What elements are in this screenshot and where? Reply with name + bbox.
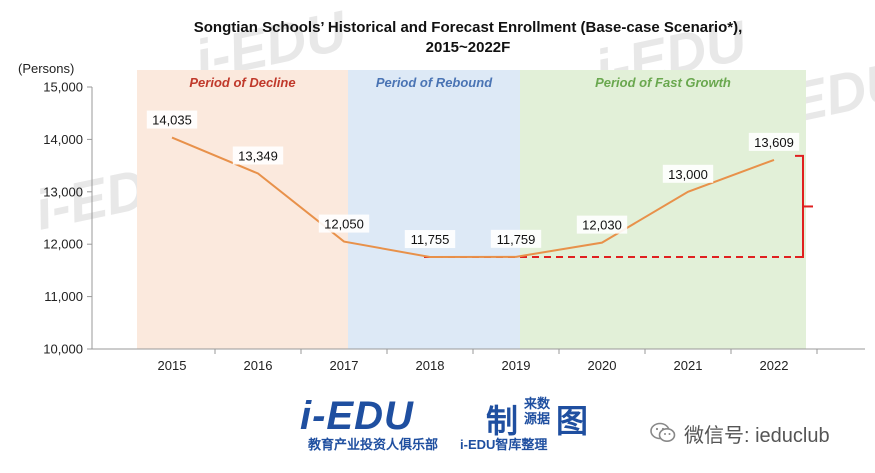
x-tick-label: 2018 <box>416 358 445 373</box>
data-labels: 14,035 13,349 12,050 11,755 11,759 12,030 13,0… <box>146 110 800 249</box>
wechat-label: 微信号: ieduclub <box>684 424 830 447</box>
data-label: 13,609 <box>754 135 794 150</box>
data-label: 14,035 <box>152 113 192 128</box>
data-label-bg <box>748 132 800 151</box>
x-ticks: 2015 2016 2017 2018 2019 2020 2021 2022 <box>158 349 818 373</box>
logo-sub2-text: i-EDU智库整理 <box>460 437 548 452</box>
x-tick-label: 2016 <box>244 358 273 373</box>
y-tick-label: 11,000 <box>44 289 83 304</box>
y-tick-label: 15,000 <box>43 80 83 95</box>
x-tick-label: 2019 <box>502 358 531 373</box>
x-tick-label: 2020 <box>588 358 617 373</box>
y-axis-label: (Persons) <box>18 61 74 76</box>
data-label: 12,030 <box>582 218 622 233</box>
data-label: 11,755 <box>411 232 450 247</box>
logo-source-text: 来数 源据 <box>524 396 551 426</box>
x-tick-label: 2017 <box>330 358 359 373</box>
data-label: 12,050 <box>324 217 364 232</box>
data-label: 11,759 <box>497 232 536 247</box>
logo-tu-text: 图 <box>556 403 589 439</box>
data-label: 13,349 <box>238 149 278 164</box>
data-label: 13,000 <box>668 167 708 182</box>
iedu-logo: i-EDU 制 来数 源据 图 教育产业投资人俱乐部 i-EDU智库整理 <box>300 394 600 454</box>
data-label-bg <box>490 229 542 248</box>
wechat-icon <box>650 422 676 442</box>
period-label: Period of Rebound <box>376 75 493 90</box>
x-tick-label: 2022 <box>760 358 789 373</box>
data-label-bg <box>662 164 714 183</box>
x-tick-label: 2015 <box>158 358 187 373</box>
y-tick-label: 14,000 <box>43 132 83 147</box>
logo-main-text: i-EDU <box>300 394 414 438</box>
logo-sub-text: 教育产业投资人俱乐部 <box>308 437 439 452</box>
wechat-id: 微信号: ieduclub <box>650 418 830 448</box>
y-tick-label: 13,000 <box>43 184 83 199</box>
data-label-bg <box>576 215 628 234</box>
x-tick-label: 2021 <box>674 358 703 373</box>
period-label: Period of Decline <box>189 75 295 90</box>
period-bands: Period of Decline Period of Rebound Period… <box>137 70 806 349</box>
y-tick-label: 10,000 <box>43 342 83 357</box>
chart-title-line2: 2015~2022F <box>426 39 511 56</box>
enrollment-line <box>171 136 775 259</box>
y-ticks: 10,000 11,000 12,000 13,000 14,000 15,000 <box>43 80 92 357</box>
data-label-bg <box>318 214 370 233</box>
period-band <box>348 70 520 349</box>
logo-zhi-text: 制 <box>486 403 519 439</box>
period-band <box>520 70 806 349</box>
data-label-bg <box>404 230 456 249</box>
data-label-bg <box>146 110 198 129</box>
period-label: Period of Fast Growth <box>595 75 731 90</box>
y-tick-label: 12,000 <box>43 237 83 252</box>
chart-title-line1: Songtian Schools’ Historical and Forecas… <box>194 19 743 36</box>
data-label-bg <box>232 146 284 165</box>
